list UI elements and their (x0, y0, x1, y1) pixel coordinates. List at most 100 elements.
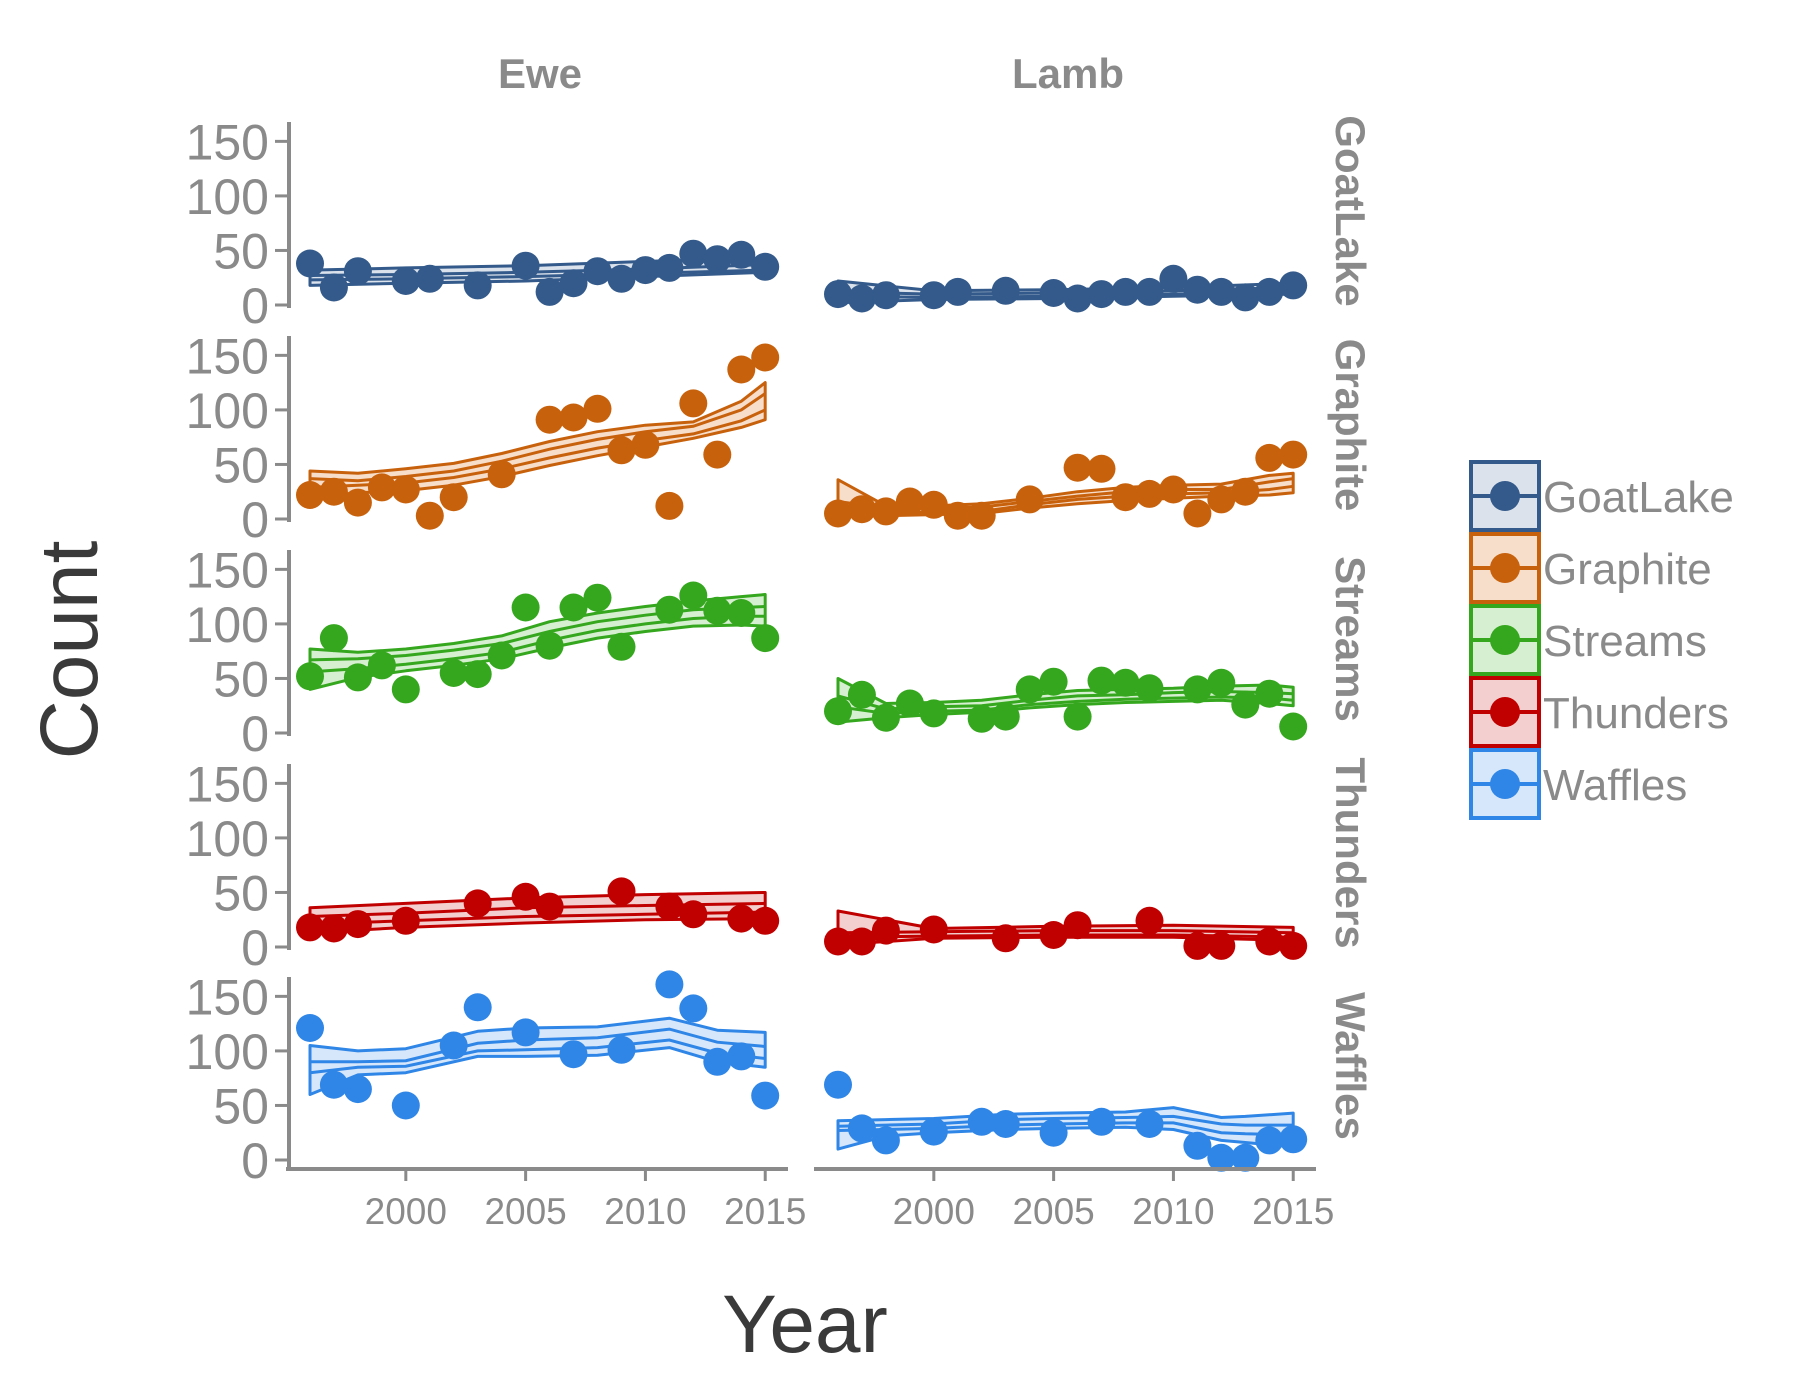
data-point (751, 344, 779, 372)
panels-layer (296, 240, 1307, 1172)
data-point (320, 1071, 348, 1099)
y-tick-label: 50 (213, 437, 269, 493)
data-point (751, 253, 779, 281)
legend-key-point (1490, 625, 1520, 655)
y-tick-label: 100 (186, 597, 269, 653)
data-point (1279, 271, 1307, 299)
data-point (968, 1108, 996, 1136)
data-point (655, 970, 683, 998)
data-point (1136, 480, 1164, 508)
legend-item-waffles: Waffles (1471, 750, 1687, 818)
data-point (1112, 278, 1140, 306)
panel-streams-lamb (824, 667, 1307, 741)
y-tick-label: 50 (213, 1078, 269, 1134)
x-axis-title: Year (722, 1279, 888, 1370)
panel-graphite-lamb (824, 441, 1307, 530)
data-point (392, 675, 420, 703)
data-point (679, 240, 707, 268)
legend-key-point (1490, 769, 1520, 799)
data-point (392, 907, 420, 935)
panel-streams-ewe (296, 582, 779, 704)
data-point (320, 274, 348, 302)
x-tick-label: 2005 (1012, 1191, 1094, 1232)
y-tick-label: 0 (241, 278, 269, 334)
x-tick-label: 2015 (1252, 1191, 1334, 1232)
data-point (440, 483, 468, 511)
panel-goatlake-ewe (296, 240, 779, 306)
data-point (296, 481, 324, 509)
legend-item-thunders: Thunders (1471, 678, 1729, 746)
row-strip-label: Waffles (1327, 992, 1374, 1140)
data-point (1136, 278, 1164, 306)
data-point (872, 917, 900, 945)
column-strip-label: Ewe (498, 50, 582, 97)
data-point (608, 1036, 636, 1064)
data-point (1183, 932, 1211, 960)
data-point (872, 704, 900, 732)
legend-label: Waffles (1543, 761, 1687, 810)
data-point (1064, 454, 1092, 482)
panel-waffles-ewe (296, 970, 779, 1119)
data-point (1040, 279, 1068, 307)
data-point (920, 281, 948, 309)
data-point (1136, 907, 1164, 935)
legend-label: Thunders (1543, 689, 1729, 738)
data-point (1064, 703, 1092, 731)
y-tick-label: 100 (186, 1024, 269, 1080)
data-point (344, 257, 372, 285)
data-point (679, 900, 707, 928)
data-point (944, 278, 972, 306)
data-point (1279, 1125, 1307, 1153)
data-point (344, 1075, 372, 1103)
data-point (320, 624, 348, 652)
data-point (608, 265, 636, 293)
data-point (560, 1040, 588, 1068)
data-point (1016, 485, 1044, 513)
column-strip-label: Lamb (1012, 50, 1124, 97)
data-point (631, 431, 659, 459)
data-point (584, 257, 612, 285)
data-point (968, 502, 996, 530)
data-point (920, 491, 948, 519)
data-point (1255, 444, 1283, 472)
data-point (1279, 713, 1307, 741)
data-point (992, 924, 1020, 952)
data-point (416, 502, 444, 530)
data-point (824, 500, 852, 528)
data-point (848, 495, 876, 523)
data-point (368, 473, 396, 501)
data-point (1159, 265, 1187, 293)
y-tick-label: 0 (241, 706, 269, 762)
y-tick-label: 150 (186, 328, 269, 384)
data-point (1183, 500, 1211, 528)
data-point (296, 250, 324, 278)
data-point (968, 705, 996, 733)
x-tick-label: 2000 (893, 1191, 975, 1232)
x-tick-label: 2005 (484, 1191, 566, 1232)
data-point (344, 663, 372, 691)
data-point (464, 993, 492, 1021)
y-tick-label: 50 (213, 865, 269, 921)
data-point (1207, 485, 1235, 513)
data-point (1183, 1132, 1211, 1160)
data-point (1064, 285, 1092, 313)
data-point (872, 497, 900, 525)
data-point (464, 889, 492, 917)
x-tick-label: 2010 (604, 1191, 686, 1232)
data-point (1040, 668, 1068, 696)
data-point (344, 489, 372, 517)
row-strip-label: Thunders (1327, 757, 1374, 948)
data-point (872, 1126, 900, 1154)
data-point (655, 492, 683, 520)
data-point (392, 476, 420, 504)
data-point (1136, 674, 1164, 702)
data-point (727, 1042, 755, 1070)
data-point (1279, 441, 1307, 469)
data-point (608, 633, 636, 661)
data-point (536, 893, 564, 921)
data-point (1136, 1110, 1164, 1138)
y-tick-label: 0 (241, 492, 269, 548)
data-point (584, 395, 612, 423)
legend-item-graphite: Graphite (1471, 534, 1712, 602)
legend-item-goatlake: GoatLake (1471, 462, 1734, 530)
